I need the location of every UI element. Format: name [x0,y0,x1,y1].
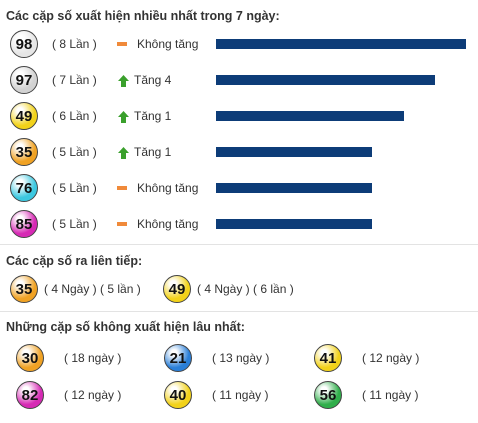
count-label: ( 5 Lần ) [52,217,97,231]
change-label: Không tăng [137,217,199,231]
ball: 97 [10,66,38,94]
days-label: ( 11 ngày ) [362,388,419,402]
change-label: Tăng 1 [134,109,172,123]
ball: 76 [10,174,38,202]
days-label: ( 18 ngày ) [64,351,122,365]
change-label: Không tăng [137,181,199,195]
count-label: ( 8 Lần ) [52,37,97,51]
count-label: ( 6 Lần ) [52,109,97,123]
change-label: Tăng 1 [134,145,172,159]
ball: 40 [164,381,192,409]
ball: 35 [10,275,38,303]
ball: 41 [314,344,342,372]
change-label: Không tăng [137,37,199,51]
flat-icon [117,222,127,226]
arrow [118,111,129,123]
days-label: ( 12 ngày ) [362,351,420,365]
bar [216,147,373,157]
count-label: ( 7 Lần ) [52,73,97,87]
days-label: ( 11 ngày ) [212,388,269,402]
section-title: Các cặp số ra liên tiếp: [6,254,143,268]
section-title: Các cặp số xuất hiện nhiều nhất trong 7 … [6,9,280,23]
up-icon [118,110,129,123]
ball: 49 [10,102,38,130]
bar [216,183,373,193]
count-label: ( 5 Lần ) [52,145,97,159]
bar [216,111,404,121]
ball: 85 [10,210,38,238]
arrow [118,147,129,159]
count-label: ( 5 Lần ) [52,181,97,195]
up-icon [118,74,129,87]
change-label: Tăng 4 [134,73,172,87]
ball: 30 [16,344,44,372]
ball: 35 [10,138,38,166]
bar [216,219,373,229]
arrow [118,75,129,87]
days-label: ( 12 ngày ) [64,388,122,402]
info-label: ( 4 Ngày ) ( 5 lần ) [44,282,141,296]
separator [0,244,478,245]
days-label: ( 13 ngày ) [212,351,270,365]
bar [216,75,435,85]
up-icon [118,146,129,159]
ball: 98 [10,30,38,58]
ball: 82 [16,381,44,409]
section-title: Những cặp số không xuất hiện lâu nhất: [6,320,245,334]
separator [0,311,478,312]
info-label: ( 4 Ngày ) ( 6 lần ) [197,282,294,296]
ball: 21 [164,344,192,372]
flat-icon [117,42,127,46]
flat-icon [117,186,127,190]
bar [216,39,466,49]
ball: 56 [314,381,342,409]
ball: 49 [163,275,191,303]
